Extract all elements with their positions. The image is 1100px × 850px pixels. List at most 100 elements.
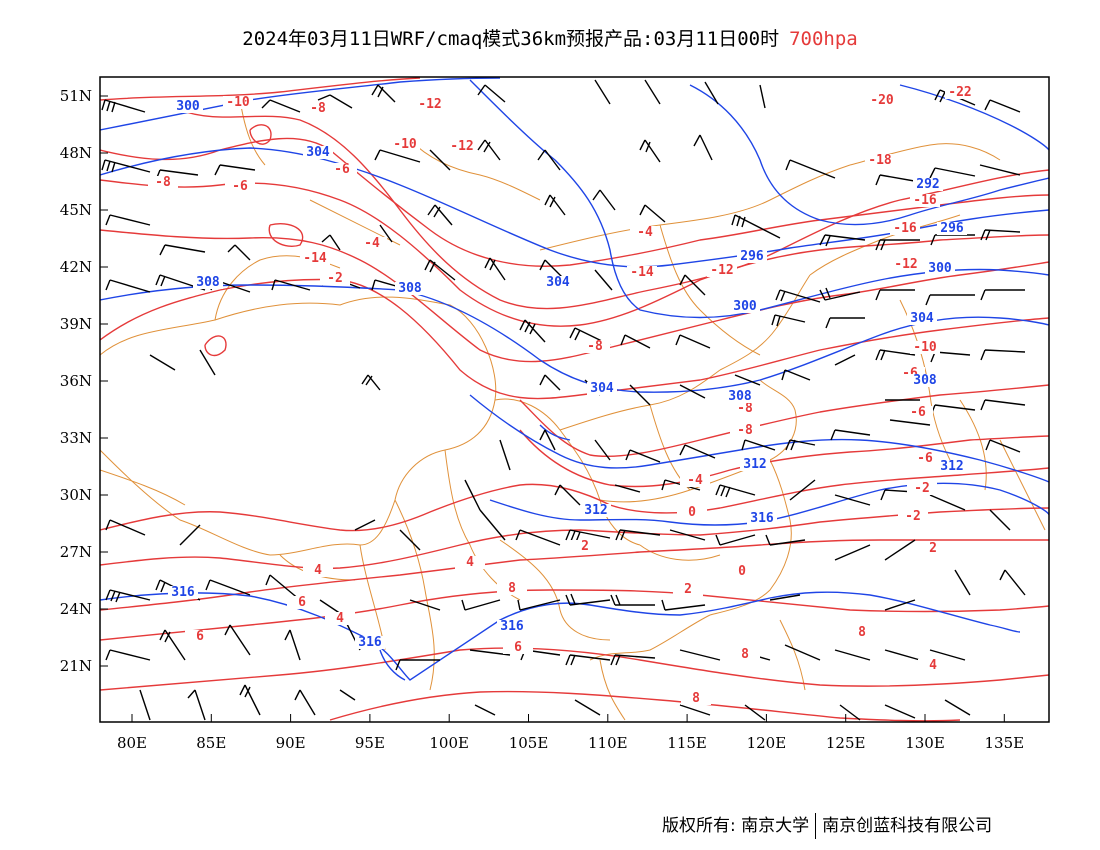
temperature-label: 8: [741, 647, 749, 662]
temperature-label-bg: [447, 140, 477, 153]
temperature-label: -6: [917, 451, 933, 466]
geopotential-label-bg: [395, 282, 425, 295]
temperature-label-bg: [903, 406, 933, 419]
temperature-label: -10: [226, 95, 250, 110]
temperature-label: 2: [581, 539, 589, 554]
geopotential-label-bg: [497, 620, 527, 633]
lon-label: 105E: [509, 734, 549, 752]
geopotential-label-bg: [173, 100, 203, 113]
lat-label: 24N: [60, 600, 92, 618]
temperature-label: -2: [914, 481, 930, 496]
temperature-label-bg: [320, 272, 350, 285]
temperature-label-bg: [497, 582, 527, 595]
lon-label: 90E: [276, 734, 306, 752]
lat-label: 33N: [60, 429, 92, 447]
lat-label: 51N: [60, 87, 92, 105]
company-name: 南京创蓝科技有限公司: [822, 816, 993, 836]
lon-label: 110E: [588, 734, 628, 752]
geopotential-label: 316: [750, 511, 774, 526]
temperature-label-bg: [570, 540, 600, 553]
geopotential-label: 304: [546, 275, 570, 290]
geopotential-label-bg: [740, 458, 770, 471]
geopotential-label: 304: [910, 311, 934, 326]
temperature-label-bg: [847, 626, 877, 639]
geopotential-label: 312: [940, 459, 963, 474]
geopotential-label-bg: [910, 374, 940, 387]
geopotential-label: 304: [590, 381, 614, 396]
lat-label: 39N: [60, 315, 92, 333]
temperature-label: -6: [232, 179, 248, 194]
temperature-label: 4: [929, 658, 937, 673]
title-main: 2024年03月11日WRF/cmaq模式36km预报产品:03月11日00时: [242, 28, 780, 50]
temperature-label-bg: [390, 138, 420, 151]
temperature-label-bg: [357, 237, 387, 250]
temperature-label: 6: [196, 629, 204, 644]
temperature-label: 0: [738, 564, 746, 579]
temperature-label-bg: [865, 154, 895, 167]
temperature-label-bg: [890, 222, 920, 235]
temperature-label-bg: [630, 226, 660, 239]
footer-separator: [815, 813, 817, 839]
temperature-label: 6: [514, 640, 522, 655]
temperature-label-bg: [898, 510, 928, 523]
geopotential-label-bg: [737, 250, 767, 263]
lat-label: 30N: [60, 486, 92, 504]
temperature-label: -14: [630, 265, 654, 280]
temperature-label: -22: [948, 85, 971, 100]
temperature-label: -8: [155, 175, 171, 190]
geopotential-labels: 300 304 292 296 304 296 300 308 308 300 304 308 304 3…: [168, 99, 967, 650]
temperature-label: -16: [913, 193, 937, 208]
geopotential-label-bg: [730, 300, 760, 313]
temperature-label: 8: [508, 581, 516, 596]
temperature-label-bg: [673, 583, 703, 596]
geopotential-label: 300: [176, 99, 200, 114]
geopotential-label: 316: [171, 585, 195, 600]
lat-label: 27N: [60, 543, 92, 561]
temperature-label-bg: [867, 94, 897, 107]
geopotential-label-bg: [747, 512, 777, 525]
temperature-label: -6: [910, 405, 926, 420]
temperature-label-bg: [303, 564, 333, 577]
temperature-label-bg: [945, 86, 975, 99]
title-level: 700hpa: [789, 28, 858, 50]
temperature-label: -12: [710, 263, 733, 278]
lat-label: 36N: [60, 372, 92, 390]
geopotential-label: 316: [500, 619, 524, 634]
geopotential-label: 312: [584, 503, 607, 518]
lon-label: 80E: [117, 734, 147, 752]
temperature-label-bg: [891, 258, 921, 271]
temperature-label: -4: [687, 473, 703, 488]
geopotential-label: 292: [916, 177, 939, 192]
geopotential-label-bg: [937, 222, 967, 235]
temperature-label-bg: [185, 630, 215, 643]
longitude-axis: 80E 85E 90E 95E 100E 105E 110E 115E 120E 125E 130E…: [117, 714, 1024, 752]
temperature-label: 4: [466, 555, 474, 570]
temperature-label-bg: [415, 98, 445, 111]
geopotential-label-bg: [587, 382, 617, 395]
geopotential-label-bg: [355, 636, 385, 649]
geopotential-label: 300: [733, 299, 757, 314]
temperature-label-bg: [707, 264, 737, 277]
wind-barbs: [101, 79, 1026, 721]
temperature-label: -10: [393, 137, 417, 152]
temperature-label: -12: [418, 97, 441, 112]
temperature-label: -8: [737, 401, 753, 416]
geopotential-label-bg: [168, 586, 198, 599]
temperature-label-bg: [327, 163, 357, 176]
temperature-labels: -10 -8 -12-22-20-10 -12-6-8 -6-18-16-4-14-16…: [148, 85, 975, 706]
geopotential-label-bg: [725, 390, 755, 403]
temperature-label: -14: [303, 251, 327, 266]
temperature-label-bg: [681, 692, 711, 705]
geopotential-label-bg: [543, 276, 573, 289]
temperature-label-bg: [910, 452, 940, 465]
plot-area: -10 -8 -12-22-20-10 -12-6-8 -6-18-16-4-14-16…: [100, 77, 1049, 722]
temperature-label-bg: [907, 482, 937, 495]
geopotential-label: 296: [740, 249, 764, 264]
temperature-label: -2: [905, 509, 921, 524]
temperature-label: -10: [913, 340, 937, 355]
temperature-label: 4: [336, 611, 344, 626]
lon-label: 95E: [355, 734, 385, 752]
geopotential-label-bg: [913, 178, 943, 191]
latitude-axis: 51N 48N 45N 42N 39N 36N 33N 30N 27N 24N 21N: [60, 87, 108, 675]
